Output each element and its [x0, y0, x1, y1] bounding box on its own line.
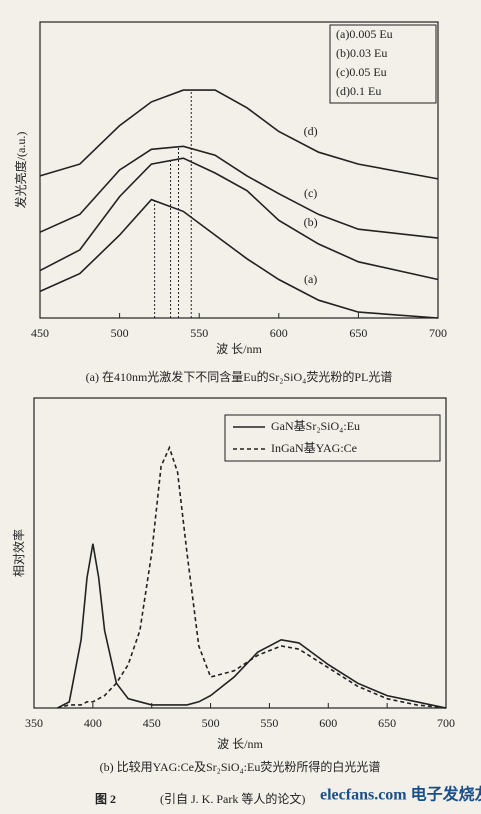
series-line	[39, 89, 439, 180]
x-tick-label: 700	[429, 326, 447, 340]
curve-label: (b)	[304, 215, 318, 229]
watermark: elecfans.com 电子发烧友	[320, 785, 481, 804]
x-tick-label: 500	[111, 326, 129, 340]
series-line	[39, 157, 439, 281]
x-tick-label: 650	[349, 326, 367, 340]
legend-label: (c)0.05 Eu	[336, 65, 387, 79]
x-tick-label: 700	[437, 716, 455, 730]
x-tick-label: 400	[84, 716, 102, 730]
x-tick-label: 550	[260, 716, 278, 730]
y-axis-label: 发光亮度/(a.u.)	[13, 132, 28, 209]
caption: (a) 在410nm光激发下不同含量Eu的Sr₂SiO₄荧光粉的PL光谱	[86, 369, 393, 384]
x-tick-label: 350	[25, 716, 43, 730]
x-tick-label: 450	[143, 716, 161, 730]
x-tick-label: 550	[190, 326, 208, 340]
x-axis-label: 波 长/nm	[217, 737, 263, 751]
legend-label: GaN基Sr₂SiO₄:Eu	[271, 419, 360, 433]
curve-label: (c)	[304, 186, 317, 200]
series-line	[57, 445, 447, 709]
series-line	[39, 198, 439, 319]
figure-number: 图 2	[95, 792, 116, 806]
x-tick-label: 650	[378, 716, 396, 730]
series-line	[39, 145, 439, 239]
caption: (b) 比较用YAG:Ce及Sr₂SiO₄:Eu荧光粉所得的白光光谱	[100, 759, 381, 774]
figure-source: (引自 J. K. Park 等人的论文)	[160, 791, 305, 806]
x-tick-label: 500	[202, 716, 220, 730]
x-tick-label: 450	[31, 326, 49, 340]
series-line	[57, 543, 447, 709]
plot-frame	[33, 397, 447, 709]
legend-label: (a)0.005 Eu	[336, 27, 393, 41]
legend-label: InGaN基YAG:Ce	[271, 441, 357, 455]
legend-box	[329, 24, 437, 104]
curve-label: (a)	[304, 272, 317, 286]
legend-label: (d)0.1 Eu	[336, 84, 381, 98]
curve-label: (d)	[304, 124, 318, 138]
x-axis-label: 波 长/nm	[216, 342, 262, 356]
plot-frame	[39, 21, 439, 319]
legend-label: (b)0.03 Eu	[336, 46, 387, 60]
x-tick-label: 600	[270, 326, 288, 340]
y-axis-label: 相对效率	[11, 529, 26, 577]
x-tick-label: 600	[319, 716, 337, 730]
legend-box	[224, 414, 441, 462]
